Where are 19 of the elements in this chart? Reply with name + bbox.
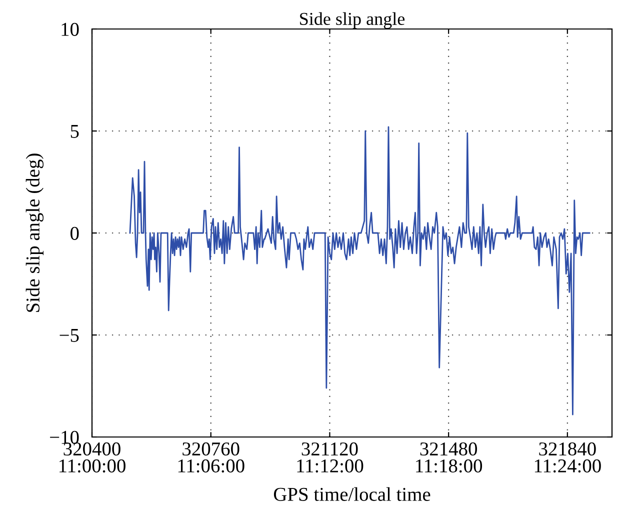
x2-tick-label: 11:12:00 xyxy=(297,459,364,473)
y-tick-label: 5 xyxy=(70,125,79,138)
x-axis-title: GPS time/local time xyxy=(274,487,430,501)
chart-title: Side slip angle xyxy=(300,12,405,29)
x-tick-label: 321120 xyxy=(302,442,358,456)
x-tick-label: 321840 xyxy=(539,442,596,456)
y-axis-title: Side slip angle (deg) xyxy=(26,154,44,312)
x2-tick-label: 11:00:00 xyxy=(60,459,126,473)
line-series xyxy=(129,126,590,416)
x2-tick-label: 11:24:00 xyxy=(534,459,601,473)
y-tick-label: −10 xyxy=(50,430,79,444)
x2-tick-label: 11:06:00 xyxy=(178,459,244,473)
y-tick-label: −5 xyxy=(60,329,79,342)
x-tick-label: 321480 xyxy=(420,442,477,456)
y-tick-label: 10 xyxy=(62,22,79,36)
x2-tick-label: 11:18:00 xyxy=(416,459,482,473)
y-tick-label: 0 xyxy=(70,226,79,240)
x-tick-label: 320760 xyxy=(182,442,240,456)
x-tick-label: 320400 xyxy=(64,442,120,456)
